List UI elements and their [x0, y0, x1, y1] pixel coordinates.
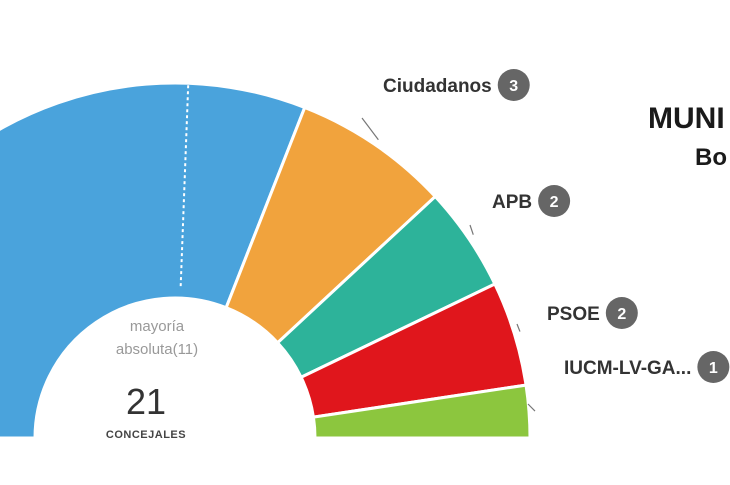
- seat-count-badge: [538, 185, 571, 217]
- label-leaders: [361, 117, 536, 412]
- party-label: PSOE: [547, 304, 600, 325]
- party-label: APB: [492, 192, 532, 213]
- total-seats-label: CONCEJALES: [106, 429, 186, 441]
- leader-line: [516, 323, 521, 332]
- seat-count-value: 2: [550, 194, 559, 211]
- leader-line: [361, 117, 379, 141]
- majority-label-line1: mayoría: [130, 318, 185, 335]
- leader-line: [527, 403, 536, 412]
- party-labels: Ciudadanos 3 APB 2 PSOE 2 IUCM-LV-GA... 1: [383, 69, 730, 383]
- seat-count-badge: [605, 297, 638, 329]
- segment-largest: [0, 81, 307, 440]
- party-label: IUCM-LV-GA...: [564, 358, 691, 379]
- seat-count-value: 2: [617, 306, 626, 323]
- chart-subtitle: Bo: [695, 144, 727, 171]
- seat-count-value: 1: [709, 360, 718, 377]
- seat-count-badge: [497, 69, 530, 101]
- chart-title: MUNI: [648, 102, 725, 135]
- party-label: Ciudadanos: [383, 76, 492, 97]
- total-seats: 21: [126, 381, 166, 422]
- majority-label-line2: absoluta(11): [116, 341, 198, 358]
- seat-count-badge: [697, 351, 730, 383]
- seat-count-value: 3: [509, 78, 518, 95]
- segment-iucm-lv-ga-: [311, 383, 532, 440]
- leader-line: [469, 224, 474, 235]
- hemicycle-segments: [0, 81, 532, 440]
